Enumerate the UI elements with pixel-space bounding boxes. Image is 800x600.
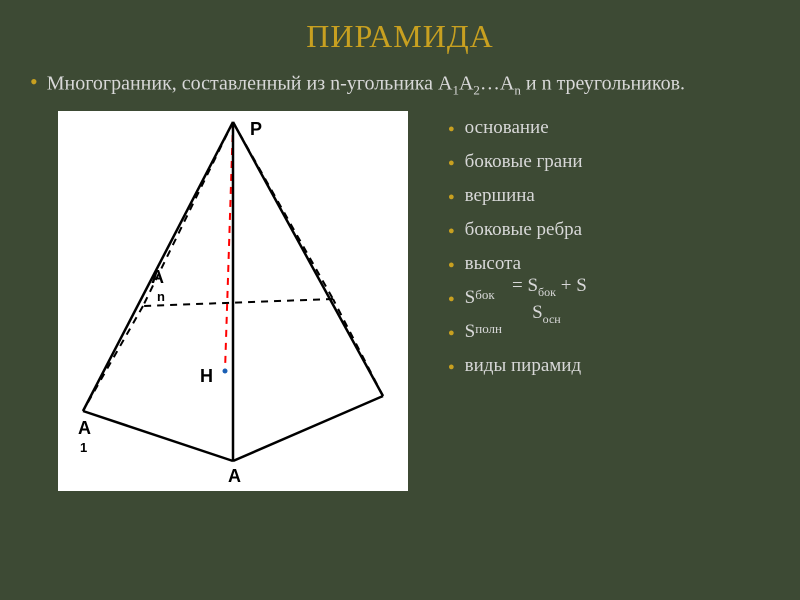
label-a1-a: A [78, 418, 91, 438]
list-item: ● высота [448, 253, 770, 275]
def-suffix: и n треугольников. [521, 73, 685, 95]
def-mid1: A [459, 73, 473, 95]
label-an-a: A [151, 267, 164, 287]
li-text: вершина [465, 185, 535, 207]
label-a1-1: 1 [80, 440, 87, 455]
pyramid-diagram: P A n H A 1 A [58, 111, 408, 491]
li-text: боковые грани [465, 151, 583, 173]
properties-list: ● основание ● боковые грани ● вершина ● … [448, 111, 770, 389]
li-text: высота [465, 253, 521, 275]
list-item: ● боковые грани [448, 151, 770, 173]
label-h: H [200, 366, 213, 387]
content-row: P A n H A 1 A ● основание ● боковые гран… [30, 111, 770, 491]
formula-spoln: = Sбок + S S Sосн [512, 273, 682, 328]
li-sub: бок [475, 287, 494, 303]
label-an-n: n [157, 289, 165, 304]
list-item: ● основание [448, 117, 770, 139]
plus: + S [556, 275, 587, 296]
li-s: S [465, 287, 476, 309]
bullet-icon: ● [448, 123, 455, 135]
bullet-icon: ● [448, 327, 455, 339]
list-item-sbok: ● Sбок = Sбок + S S Sосн [448, 287, 770, 309]
eq: = S [512, 275, 538, 296]
li-text: виды пирамид [465, 355, 581, 377]
bullet-icon: ● [448, 225, 455, 237]
label-a: A [228, 466, 241, 487]
li-text: основание [465, 117, 549, 139]
list-item: ● вершина [448, 185, 770, 207]
bullet-icon: ● [448, 361, 455, 373]
bullet-icon: ● [448, 157, 455, 169]
list-item: ● боковые ребра [448, 219, 770, 241]
sub-bok: бок [538, 285, 556, 299]
bullet-icon: ● [448, 191, 455, 203]
li-sub: полн [475, 321, 502, 337]
list-item: ● виды пирамид [448, 355, 770, 377]
pyramid-svg [58, 111, 408, 491]
page-title: ПИРАМИДА [30, 18, 770, 55]
li-s: S [465, 321, 476, 343]
label-a1: A 1 [78, 419, 91, 455]
bullet-icon: ● [448, 293, 455, 305]
label-an: A n [151, 268, 164, 304]
def-mid2: …A [480, 73, 514, 95]
bullet-icon: ● [448, 259, 455, 271]
definition-text: • Многогранник, составленный из n-угольн… [30, 69, 770, 101]
label-p: P [250, 119, 262, 140]
slide: ПИРАМИДА • Многогранник, составленный из… [0, 0, 800, 600]
bullet-icon: • [30, 66, 38, 98]
li-text: боковые ребра [465, 219, 582, 241]
def-prefix: Многогранник, составленный из n-угольник… [47, 73, 453, 95]
sub-osn: осн [543, 312, 561, 326]
